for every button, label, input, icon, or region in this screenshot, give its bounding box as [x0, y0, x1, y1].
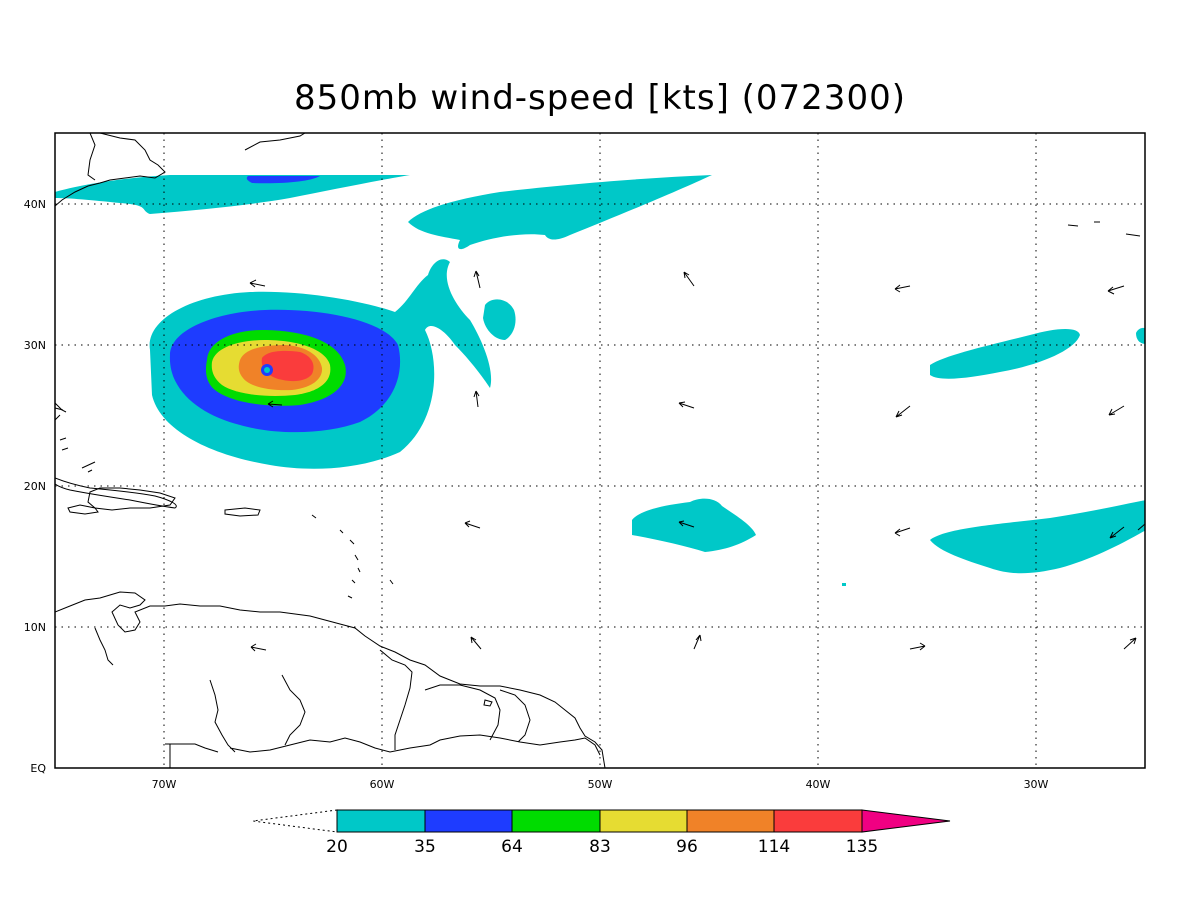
colorbar-label-20: 20 — [326, 837, 348, 857]
hurricane-wind-field — [149, 259, 492, 469]
lat-label-10n: 10N — [24, 621, 46, 634]
colorbar-label-83: 83 — [589, 837, 611, 857]
plot-frame — [54, 132, 1146, 769]
coastline-south-america — [55, 591, 606, 768]
lat-label-20n: 20N — [24, 480, 46, 493]
coastline-islands — [59, 437, 394, 599]
colorbar-high-triangle — [861, 809, 951, 833]
lon-label-30w: 30W — [1024, 778, 1049, 791]
colorbar: 20 35 64 83 96 114 135 — [252, 809, 951, 857]
colorbar-swatch-35 — [424, 809, 513, 833]
lon-label-70w: 70W — [152, 778, 177, 791]
hurricane-eye — [264, 367, 270, 373]
wind-vector — [1108, 405, 1125, 416]
coastline-cuba — [55, 477, 177, 509]
colorbar-swatch-20 — [336, 809, 426, 833]
coastline-azores — [1067, 221, 1141, 237]
wind-vector — [1107, 285, 1125, 295]
wind-speck — [842, 583, 846, 586]
colorbar-label-35: 35 — [414, 837, 436, 857]
axis-labels: 70W 60W 50W 40W 30W EQ 10N 20N 30N 40N — [24, 198, 1049, 791]
coastlines — [55, 133, 1141, 768]
colorbar-low-triangle — [252, 809, 338, 833]
wind-vector — [267, 400, 283, 408]
colorbar-label-135: 135 — [846, 837, 878, 857]
wind-region-north-2 — [408, 175, 712, 250]
lon-label-40w: 40W — [806, 778, 831, 791]
coastline-puerto-rico — [224, 507, 261, 517]
wind-region-east-1 — [930, 328, 1080, 379]
wind-vector — [1137, 523, 1146, 531]
wind-vector — [678, 401, 695, 409]
lat-label-eq: EQ — [30, 762, 46, 775]
colorbar-label-114: 114 — [758, 837, 790, 857]
wind-vector — [895, 405, 911, 418]
wind-vector — [473, 270, 481, 289]
wind-vector — [249, 279, 266, 288]
colorbar-swatch-96 — [686, 809, 775, 833]
colorbar-swatch-114 — [773, 809, 863, 833]
wind-vector — [473, 390, 480, 408]
lat-label-30n: 30N — [24, 339, 46, 352]
wind-speed-field — [55, 175, 1145, 586]
wind-vector — [678, 520, 695, 528]
lat-label-40n: 40N — [24, 198, 46, 211]
coastline-hispaniola — [87, 487, 176, 511]
colorbar-swatch-64 — [511, 809, 601, 833]
wind-vector — [894, 527, 911, 537]
coastline-florida — [55, 402, 67, 421]
wind-vector — [470, 636, 482, 650]
lon-label-50w: 50W — [588, 778, 613, 791]
map-title: 850mb wind-speed [kts] (072300) — [294, 78, 906, 118]
wind-region-east-edge — [1136, 327, 1145, 344]
wind-vector — [693, 634, 702, 650]
wind-contour-114 — [261, 350, 314, 382]
wind-region-mid — [483, 299, 516, 340]
wind-vector — [464, 520, 481, 529]
colorbar-label-64: 64 — [501, 837, 523, 857]
wind-vector — [894, 284, 911, 293]
coastline-north-america — [55, 133, 306, 207]
wind-vector — [1123, 637, 1137, 650]
lon-label-60w: 60W — [370, 778, 395, 791]
wind-vector — [54, 407, 64, 411]
wind-vectors — [54, 270, 1146, 652]
colorbar-swatch-83 — [599, 809, 688, 833]
wind-vector — [683, 271, 695, 287]
wind-region-north-jet — [246, 176, 320, 184]
wind-vector — [1109, 526, 1125, 539]
wind-vector — [250, 643, 267, 652]
wind-region-north-1 — [55, 175, 410, 214]
wind-region-east-2 — [930, 500, 1145, 574]
coastline-jamaica — [67, 504, 99, 515]
wind-vector — [909, 642, 926, 651]
wind-region-central — [632, 498, 756, 552]
colorbar-label-96: 96 — [676, 837, 698, 857]
